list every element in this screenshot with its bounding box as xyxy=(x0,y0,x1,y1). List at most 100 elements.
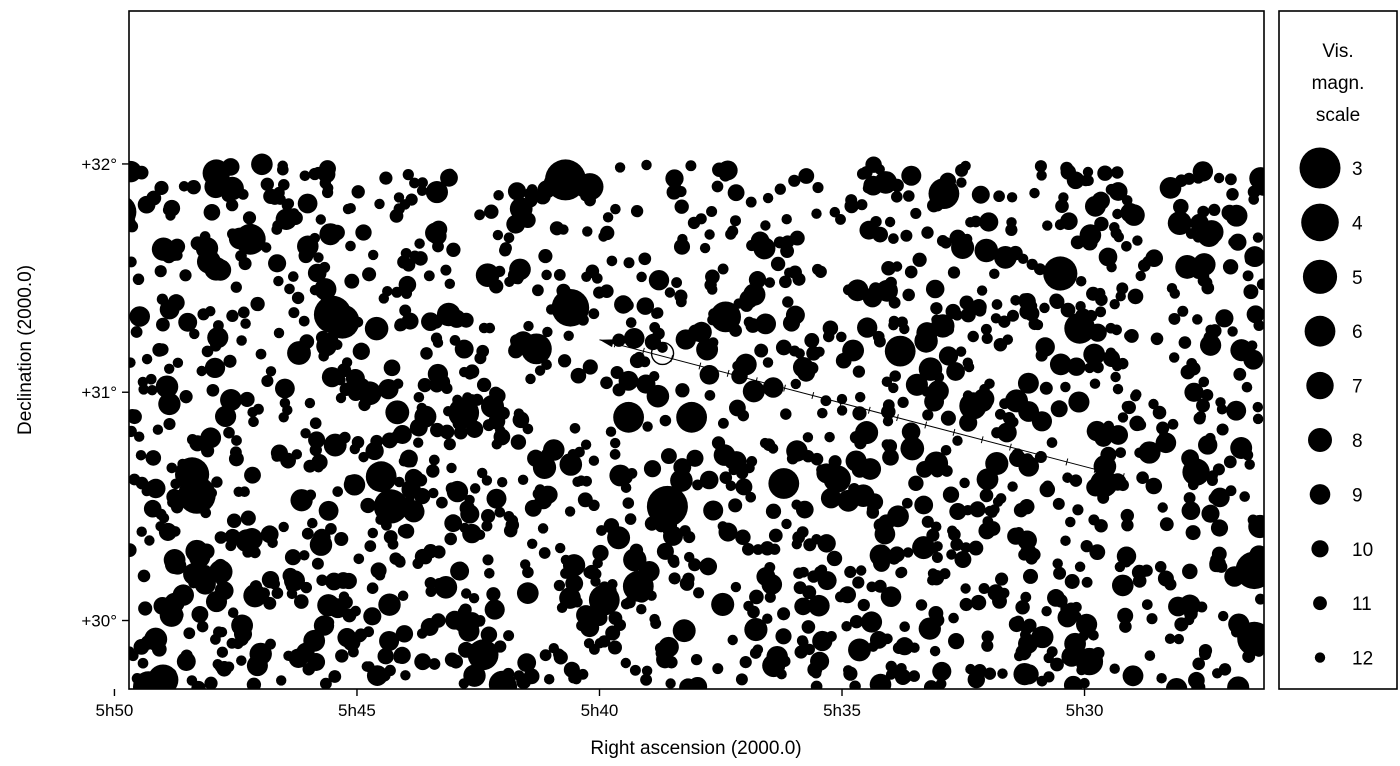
star xyxy=(1058,192,1069,203)
star xyxy=(392,378,404,390)
star xyxy=(280,452,296,469)
star xyxy=(554,542,566,554)
star xyxy=(505,518,520,532)
star xyxy=(476,344,490,358)
star xyxy=(236,335,247,346)
star xyxy=(1124,328,1139,343)
star xyxy=(848,638,871,662)
star xyxy=(565,574,584,593)
star xyxy=(742,380,765,403)
star xyxy=(1190,213,1209,233)
star xyxy=(1135,270,1146,282)
star xyxy=(991,427,1003,439)
star xyxy=(671,183,682,194)
star xyxy=(673,238,691,255)
star xyxy=(978,582,990,595)
star xyxy=(154,265,167,278)
star xyxy=(863,289,874,300)
star xyxy=(563,330,574,341)
star xyxy=(1067,357,1086,376)
star xyxy=(1217,610,1229,622)
star xyxy=(397,255,411,269)
star xyxy=(178,312,198,332)
star xyxy=(432,240,444,253)
star xyxy=(1064,632,1086,655)
star xyxy=(299,550,310,561)
star xyxy=(652,307,664,319)
star xyxy=(155,521,166,532)
star xyxy=(781,518,792,530)
star xyxy=(468,593,480,604)
star xyxy=(1018,455,1040,477)
track-tick xyxy=(642,347,645,355)
star xyxy=(857,317,878,338)
star xyxy=(1017,253,1029,265)
star xyxy=(214,581,234,601)
star xyxy=(1167,418,1179,430)
star xyxy=(791,539,802,550)
star xyxy=(930,464,944,478)
star xyxy=(656,542,674,560)
star xyxy=(636,603,647,615)
star xyxy=(679,525,691,537)
star xyxy=(620,482,632,493)
star xyxy=(699,364,720,385)
star xyxy=(503,630,515,642)
star xyxy=(1020,591,1032,603)
star xyxy=(141,353,153,365)
star xyxy=(1207,470,1219,481)
star xyxy=(393,192,405,203)
star xyxy=(351,185,365,199)
star xyxy=(950,538,964,551)
star xyxy=(328,670,342,683)
star xyxy=(367,527,379,539)
star xyxy=(1042,220,1053,231)
star xyxy=(499,242,512,255)
star xyxy=(251,153,273,176)
star xyxy=(1230,339,1253,362)
star xyxy=(204,357,226,379)
bright-star xyxy=(178,476,216,514)
star xyxy=(649,322,661,333)
star xyxy=(484,204,499,219)
star xyxy=(1136,471,1149,485)
star xyxy=(948,633,965,650)
star xyxy=(959,477,970,489)
star xyxy=(846,279,869,302)
star xyxy=(1075,275,1087,287)
star xyxy=(764,277,776,288)
star xyxy=(268,254,287,273)
star xyxy=(798,168,815,184)
star xyxy=(869,673,892,689)
star xyxy=(1049,293,1064,308)
star xyxy=(1082,166,1094,178)
bright-star xyxy=(823,465,851,493)
star xyxy=(730,581,742,593)
star xyxy=(389,209,404,223)
star xyxy=(817,534,836,553)
star xyxy=(428,454,440,466)
star xyxy=(717,263,729,275)
star xyxy=(979,212,999,232)
star xyxy=(311,557,324,570)
star xyxy=(1122,665,1144,687)
star xyxy=(242,211,257,225)
y-tick-label: +32° xyxy=(81,155,117,174)
star xyxy=(283,198,295,209)
star xyxy=(189,328,200,340)
star xyxy=(252,403,264,415)
star xyxy=(378,293,390,304)
star xyxy=(130,326,143,338)
star xyxy=(403,500,425,523)
star xyxy=(1185,525,1201,541)
star xyxy=(423,270,435,282)
star xyxy=(852,365,866,378)
star xyxy=(1123,204,1145,226)
star xyxy=(1108,425,1129,445)
star xyxy=(211,476,223,488)
star xyxy=(960,542,972,553)
star xyxy=(1115,447,1126,458)
star xyxy=(793,567,805,579)
star xyxy=(163,549,186,571)
